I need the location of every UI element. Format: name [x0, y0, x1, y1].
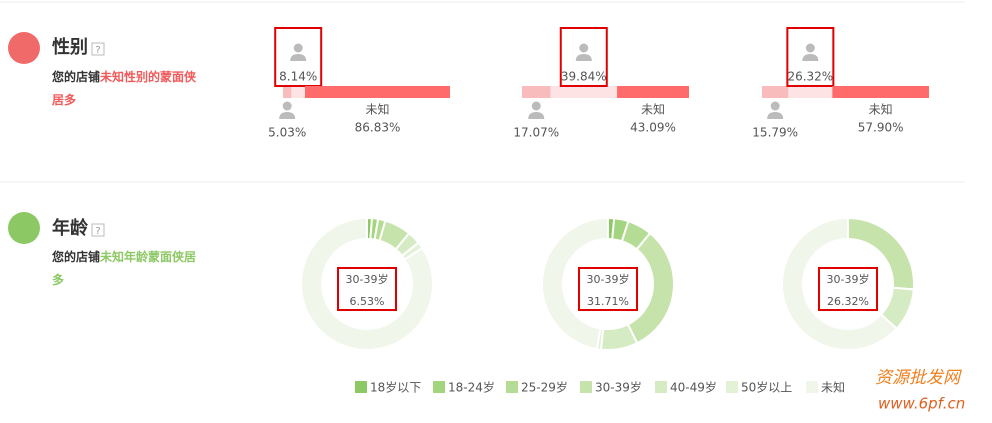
- legend-label: 30-39岁: [595, 380, 642, 395]
- legend-swatch: [355, 381, 367, 393]
- donut-slice: [541, 216, 609, 351]
- person-icon: [575, 54, 592, 61]
- value-label: 17.07%: [513, 126, 559, 140]
- help-icon[interactable]: ?: [95, 45, 100, 56]
- bar-segment: [291, 86, 305, 98]
- person-icon: [770, 101, 780, 111]
- donut-slice: [300, 216, 434, 351]
- value-label: 86.83%: [355, 121, 401, 135]
- person-icon: [531, 101, 541, 111]
- legend-swatch: [433, 381, 445, 393]
- help-box[interactable]: [91, 223, 105, 237]
- legend-swatch: [726, 381, 738, 393]
- center-value: 6.53%: [350, 295, 385, 308]
- section-title: 年龄: [52, 217, 89, 239]
- highlight-box: [786, 27, 835, 87]
- person-icon: [805, 43, 815, 53]
- donut-slice: [626, 231, 675, 345]
- value-label: 8.14%: [279, 70, 317, 84]
- legend-label: 18-24岁: [448, 380, 495, 395]
- desc-text: 您的店铺: [52, 70, 101, 84]
- watermark: 资源批发网: [875, 368, 962, 388]
- bar-segment: [832, 86, 930, 98]
- section-title: 性别: [52, 36, 88, 58]
- legend-swatch: [806, 381, 818, 393]
- desc-highlight: 未知性别的蒙面侠居多: [52, 70, 197, 107]
- legend-label: 25-29岁: [521, 380, 568, 395]
- bar-segment: [788, 86, 833, 98]
- highlight-box: [274, 27, 323, 87]
- value-label: 5.03%: [268, 126, 306, 140]
- legend-label: 50岁以上: [741, 380, 792, 395]
- highlight-box: [818, 267, 878, 311]
- highlight-box: [559, 27, 608, 87]
- legend-swatch: [655, 381, 667, 393]
- category-label: 未知: [365, 103, 389, 117]
- legend-swatch: [580, 381, 592, 393]
- bar-segment: [617, 86, 689, 98]
- description: 您的店铺未知性别的蒙面侠居多: [52, 66, 200, 112]
- center-value: 31.71%: [587, 295, 629, 308]
- value-label: 26.32%: [787, 70, 833, 84]
- legend-label: 未知: [821, 381, 845, 395]
- legend-label: 40-49岁: [670, 380, 717, 395]
- value-label: 39.84%: [561, 70, 607, 84]
- bar-segment: [283, 86, 292, 98]
- bar-segment: [522, 86, 551, 98]
- age-icon: [8, 212, 40, 244]
- person-icon: [802, 54, 819, 61]
- highlight-box: [337, 267, 397, 311]
- desc-highlight: 未知年龄蒙面侠居多: [52, 250, 197, 287]
- person-icon: [528, 112, 545, 119]
- gender-icon: [8, 32, 40, 64]
- description: 您的店铺未知年龄蒙面侠居多: [52, 246, 202, 292]
- category-label: 未知: [869, 103, 893, 117]
- center-value: 26.32%: [827, 295, 869, 308]
- center-category: 30-39岁: [587, 272, 630, 286]
- watermark: www.6pf.cn: [878, 395, 965, 413]
- person-icon: [293, 43, 303, 53]
- desc-text: 您的店铺: [52, 250, 101, 264]
- donut-slice: [781, 216, 899, 351]
- person-icon: [282, 101, 292, 111]
- person-icon: [290, 54, 307, 61]
- legend-label: 18岁以下: [370, 380, 421, 395]
- center-category: 30-39岁: [346, 272, 389, 286]
- help-icon[interactable]: ?: [95, 226, 100, 237]
- person-icon: [279, 112, 296, 119]
- person-icon: [767, 112, 784, 119]
- bar-segment: [304, 86, 450, 98]
- bar-segment: [762, 86, 789, 98]
- value-label: 15.79%: [752, 126, 798, 140]
- person-icon: [579, 43, 589, 53]
- highlight-box: [578, 267, 638, 311]
- legend-swatch: [506, 381, 518, 393]
- center-category: 30-39岁: [827, 272, 870, 286]
- category-label: 未知: [641, 103, 665, 117]
- bar-segment: [550, 86, 618, 98]
- value-label: 57.90%: [858, 121, 904, 135]
- value-label: 43.09%: [630, 121, 676, 135]
- help-box[interactable]: [91, 42, 105, 56]
